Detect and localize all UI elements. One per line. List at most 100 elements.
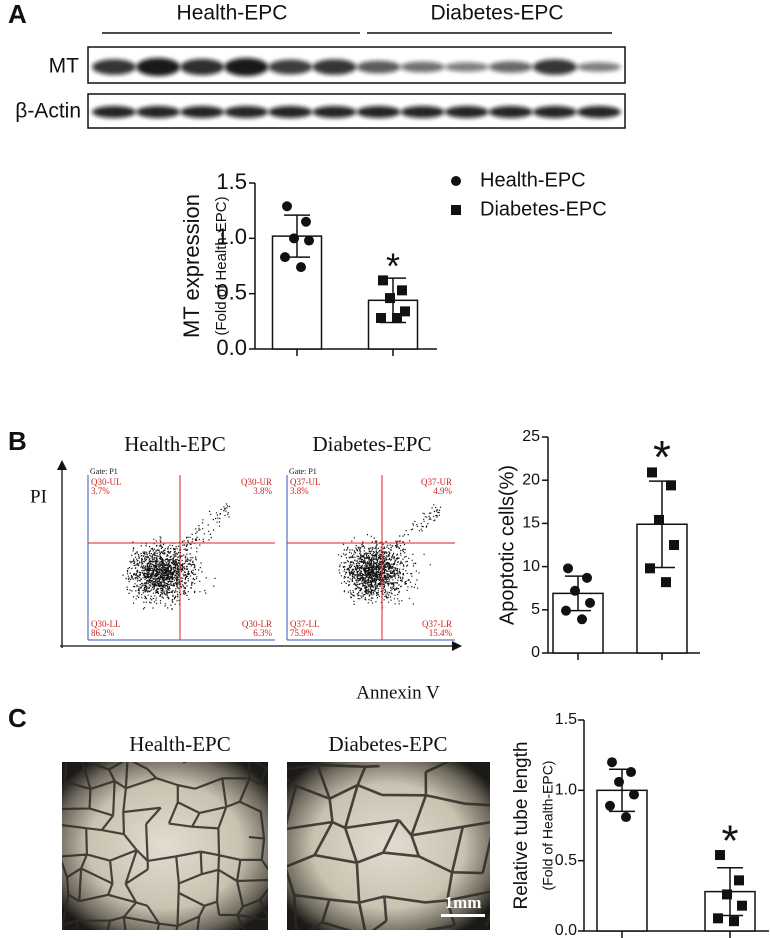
band [136, 58, 181, 76]
point [397, 285, 407, 296]
quadrant-label: Q30-LR [242, 619, 272, 629]
blot-group: Health-EPC [177, 2, 288, 25]
point [577, 614, 587, 625]
y-axis-label: Apoptotic cells(%) [496, 465, 518, 625]
y-tick-label: 0.5 [555, 852, 577, 869]
plot-title: Diabetes-EPC [313, 432, 432, 456]
image-title: Diabetes-EPC [329, 732, 448, 756]
point [614, 776, 624, 787]
micrograph [62, 762, 268, 930]
quadrant-label: Q37-LR [422, 619, 452, 629]
band [312, 106, 357, 118]
band [92, 59, 137, 75]
y-tick-label: 1.5 [216, 169, 247, 194]
micrograph [287, 762, 490, 930]
point [301, 216, 311, 227]
blot-bands [92, 58, 621, 118]
y-tick-label: 0.5 [216, 279, 247, 304]
band [356, 60, 401, 74]
significance: * [721, 817, 738, 866]
charts: 0.0 0.5 1.0 1.5 MT expression (Fold of Health… [179, 169, 769, 938]
band [576, 106, 621, 118]
y-tick-label: 10 [522, 558, 540, 575]
band [532, 106, 577, 118]
band [224, 58, 269, 76]
tube-network [287, 762, 490, 930]
quadrant-percent: 3.8% [253, 486, 272, 496]
point [666, 480, 676, 491]
point [713, 913, 723, 924]
quadrant-percent: 6.3% [253, 628, 272, 638]
point [582, 572, 592, 583]
quadrant-percent: 75.9% [290, 628, 314, 638]
band [312, 59, 357, 75]
point [669, 540, 679, 550]
point [400, 306, 410, 317]
point [629, 789, 639, 800]
y-tick-label: 0.0 [216, 335, 247, 360]
gate-label: Gate: P1 [90, 467, 118, 476]
y-tick-label: 25 [522, 428, 540, 445]
y-tick-label: 5 [531, 601, 540, 618]
y-tick-label: 1.5 [555, 711, 577, 728]
quadrant-label: Q30-UL [91, 477, 122, 487]
point [715, 850, 725, 861]
scale-bar [441, 914, 485, 917]
blot-row-label: β-Actin [15, 100, 81, 123]
point [385, 293, 395, 304]
quadrant-percent: 4.9% [433, 486, 452, 496]
scatter-cloud [122, 503, 231, 610]
y-axis-label: Relative tube length [511, 742, 532, 910]
tube-network [62, 762, 268, 930]
quadrant-label: Q30-LL [91, 619, 121, 629]
point [729, 916, 739, 927]
band [400, 61, 445, 73]
band [268, 59, 313, 75]
point [392, 313, 402, 324]
point [605, 800, 615, 811]
band [180, 58, 225, 76]
band [356, 106, 401, 118]
point [378, 275, 388, 286]
legend-label: Diabetes-EPC [480, 198, 607, 220]
y-tick-label: 15 [522, 515, 540, 532]
point [304, 235, 314, 246]
arrow [452, 641, 462, 651]
band [444, 62, 489, 72]
significance: * [386, 246, 400, 287]
point [376, 313, 386, 324]
point [626, 767, 636, 778]
point [661, 577, 671, 588]
point [280, 252, 290, 263]
y-tick-label: 0 [531, 644, 540, 661]
image-title: Health-EPC [129, 732, 230, 756]
plot-title: Health-EPC [124, 432, 225, 456]
y-tick-label: 0.0 [555, 922, 577, 938]
quadrant-percent: 15.4% [429, 628, 453, 638]
y-tick-label: 20 [522, 471, 540, 488]
point [289, 233, 299, 244]
point [607, 757, 617, 768]
point [722, 889, 732, 900]
point [585, 597, 595, 608]
quadrant-percent: 3.8% [290, 486, 309, 496]
band [180, 106, 225, 118]
flow-plots: Gate: P1Q30-UL3.7%Q30-UR3.8%Q30-LL86.2%Q… [87, 467, 455, 641]
legend-marker [451, 176, 461, 186]
micrographs: 1mm [62, 762, 490, 930]
point [654, 514, 664, 525]
point [563, 563, 573, 574]
bar [596, 789, 648, 932]
significance: * [653, 431, 671, 483]
band [444, 106, 489, 118]
y-axis-note: (Fold of Health-EPC) [540, 761, 556, 891]
band [224, 106, 269, 118]
panel-label: C [8, 703, 27, 733]
band [488, 106, 533, 118]
blot-row-label: MT [49, 55, 79, 78]
band [400, 106, 445, 118]
band [268, 106, 313, 118]
quadrant-label: Q37-UR [421, 477, 452, 487]
blot-group: Diabetes-EPC [430, 2, 563, 25]
